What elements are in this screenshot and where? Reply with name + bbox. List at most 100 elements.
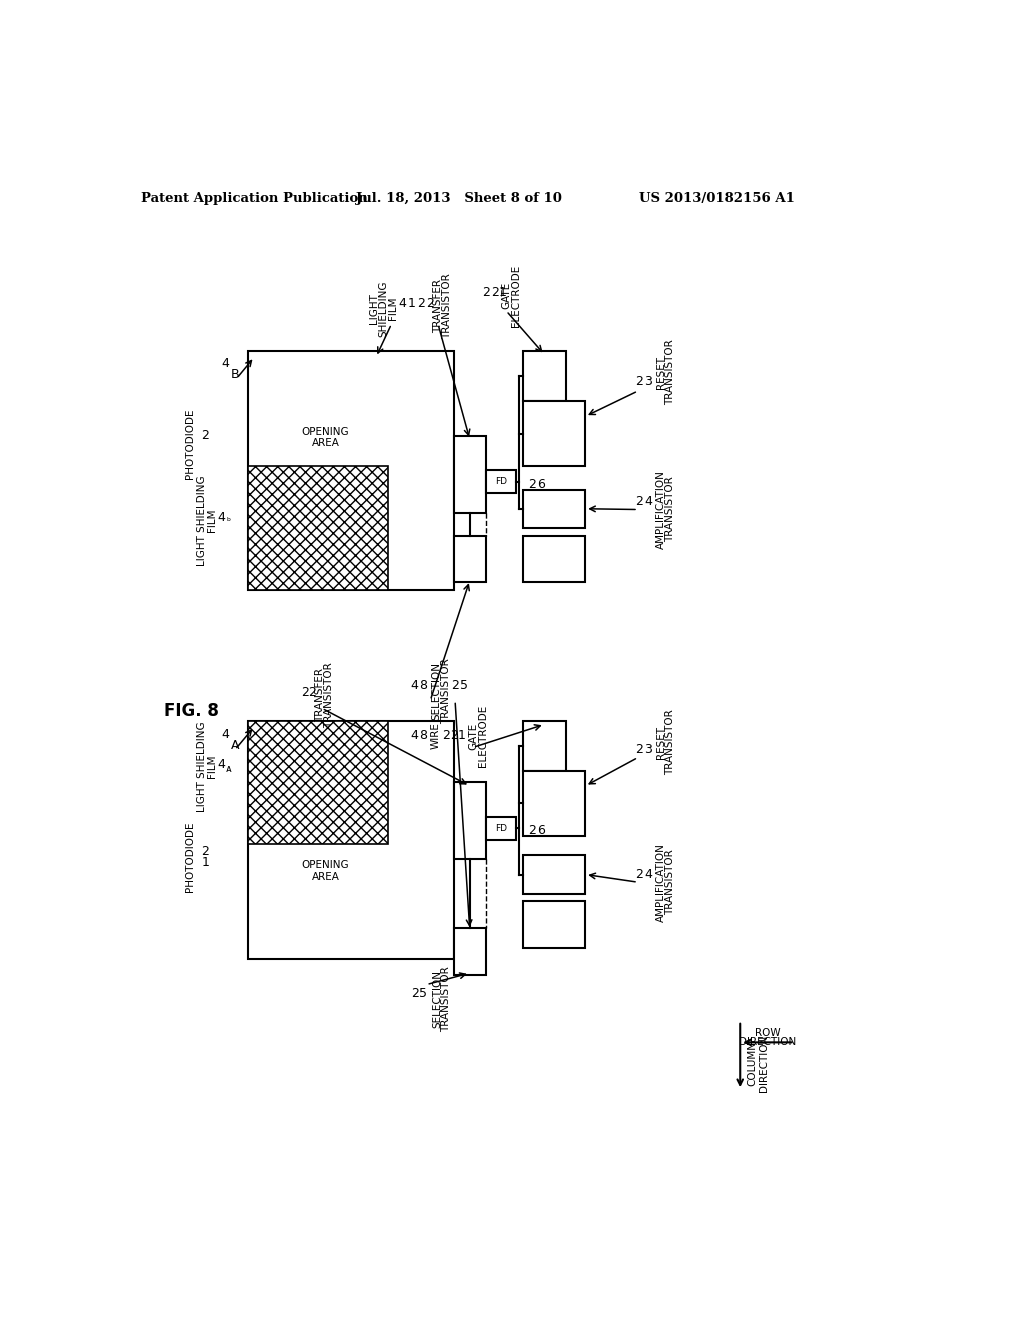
- Text: LIGHT SHIELDING: LIGHT SHIELDING: [197, 475, 207, 565]
- Text: FD: FD: [495, 824, 507, 833]
- Text: 1: 1: [458, 730, 466, 742]
- Bar: [523, 490, 586, 528]
- Text: LIGHT: LIGHT: [370, 293, 380, 323]
- Text: 8: 8: [419, 680, 427, 693]
- Text: ᴀ: ᴀ: [226, 764, 231, 774]
- Bar: [523, 351, 566, 401]
- Text: TRANSFER: TRANSFER: [315, 668, 326, 722]
- Text: 3: 3: [644, 743, 652, 756]
- Text: COLUMN: COLUMN: [748, 1040, 758, 1085]
- Text: TRANSISTOR: TRANSISTOR: [441, 966, 452, 1032]
- Bar: [523, 771, 586, 836]
- Text: 4: 4: [221, 358, 228, 371]
- Bar: [248, 351, 454, 590]
- Text: 6: 6: [538, 824, 545, 837]
- Text: 5: 5: [419, 987, 427, 1001]
- Text: FIG. 8: FIG. 8: [164, 702, 219, 721]
- Text: FILM: FILM: [388, 297, 398, 321]
- Text: TRANSISTOR: TRANSISTOR: [666, 477, 676, 543]
- Text: PHOTODIODE: PHOTODIODE: [185, 408, 195, 479]
- Bar: [248, 721, 388, 843]
- Bar: [454, 928, 486, 974]
- Text: Patent Application Publication: Patent Application Publication: [141, 191, 368, 205]
- Text: OPENING: OPENING: [302, 426, 349, 437]
- Text: 2: 2: [482, 286, 490, 298]
- Text: 2: 2: [411, 987, 419, 1001]
- Text: 4: 4: [398, 297, 407, 310]
- Text: 2: 2: [301, 685, 308, 698]
- Bar: [486, 817, 515, 840]
- Text: 2: 2: [490, 286, 499, 298]
- Text: 4: 4: [411, 680, 419, 693]
- Text: ᵇ: ᵇ: [226, 517, 230, 527]
- Bar: [523, 721, 566, 771]
- Bar: [454, 781, 486, 859]
- Text: AMPLIFICATION: AMPLIFICATION: [656, 842, 667, 921]
- Text: DIRECTION: DIRECTION: [759, 1035, 768, 1092]
- Text: A: A: [230, 739, 240, 751]
- Text: 1: 1: [202, 855, 210, 869]
- Text: 4: 4: [221, 727, 228, 741]
- Text: TRANSISTOR: TRANSISTOR: [442, 273, 453, 339]
- Text: 1: 1: [499, 286, 507, 298]
- Text: RESET: RESET: [656, 726, 667, 759]
- Text: 2: 2: [636, 869, 643, 880]
- Text: GATE: GATE: [501, 282, 511, 309]
- Text: PHOTODIODE: PHOTODIODE: [185, 821, 195, 892]
- Text: 4: 4: [644, 495, 652, 508]
- Text: RESET: RESET: [656, 356, 667, 389]
- Text: FD: FD: [495, 478, 507, 486]
- Text: 2: 2: [202, 429, 210, 442]
- Text: AREA: AREA: [311, 871, 340, 882]
- Text: TRANSISTOR: TRANSISTOR: [666, 709, 676, 775]
- Text: ELECTRODE: ELECTRODE: [478, 705, 488, 767]
- Text: Jul. 18, 2013   Sheet 8 of 10: Jul. 18, 2013 Sheet 8 of 10: [356, 191, 562, 205]
- Text: FILM: FILM: [207, 755, 217, 779]
- Bar: [454, 436, 486, 512]
- Text: SELECTION: SELECTION: [432, 970, 442, 1028]
- Text: 3: 3: [644, 375, 652, 388]
- Text: 2: 2: [308, 685, 316, 698]
- Text: 6: 6: [538, 478, 545, 491]
- Text: 4: 4: [217, 758, 225, 771]
- Text: B: B: [230, 367, 240, 380]
- Text: 2: 2: [202, 845, 210, 858]
- Text: 4: 4: [217, 511, 225, 524]
- Bar: [523, 855, 586, 894]
- Text: 5: 5: [460, 680, 468, 693]
- Text: WIRE: WIRE: [431, 722, 440, 750]
- Text: 2: 2: [636, 375, 643, 388]
- Text: GATE: GATE: [469, 722, 478, 750]
- Text: FILM: FILM: [207, 508, 217, 532]
- Bar: [486, 470, 515, 494]
- Text: 8: 8: [419, 730, 427, 742]
- Text: 4: 4: [411, 730, 419, 742]
- Bar: [454, 536, 486, 582]
- Text: 2: 2: [636, 495, 643, 508]
- Text: 2: 2: [442, 730, 451, 742]
- Text: TRANSISTOR: TRANSISTOR: [666, 849, 676, 915]
- Text: 2: 2: [426, 297, 434, 310]
- Text: ROW: ROW: [755, 1028, 780, 1038]
- Text: 2: 2: [528, 824, 537, 837]
- Text: TRANSISTOR: TRANSISTOR: [666, 339, 676, 405]
- Text: DIRECTION: DIRECTION: [738, 1038, 796, 1047]
- Text: LIGHT SHIELDING: LIGHT SHIELDING: [197, 722, 207, 812]
- Text: SELECTION: SELECTION: [431, 663, 441, 721]
- Bar: [248, 466, 388, 590]
- Text: TRANSISTOR: TRANSISTOR: [440, 659, 451, 725]
- Text: AREA: AREA: [311, 438, 340, 449]
- Text: 2: 2: [636, 743, 643, 756]
- Text: ELECTRODE: ELECTRODE: [511, 264, 520, 326]
- Text: 1: 1: [408, 297, 416, 310]
- Bar: [523, 401, 586, 466]
- Text: 2: 2: [528, 478, 537, 491]
- Text: 2: 2: [451, 730, 458, 742]
- Text: OPENING: OPENING: [302, 861, 349, 870]
- Text: SHIELDING: SHIELDING: [379, 280, 389, 337]
- Text: TRANSFER: TRANSFER: [433, 280, 443, 333]
- Bar: [523, 902, 586, 948]
- Text: AMPLIFICATION: AMPLIFICATION: [656, 470, 667, 549]
- Text: US 2013/0182156 A1: US 2013/0182156 A1: [639, 191, 795, 205]
- Text: 4: 4: [644, 869, 652, 880]
